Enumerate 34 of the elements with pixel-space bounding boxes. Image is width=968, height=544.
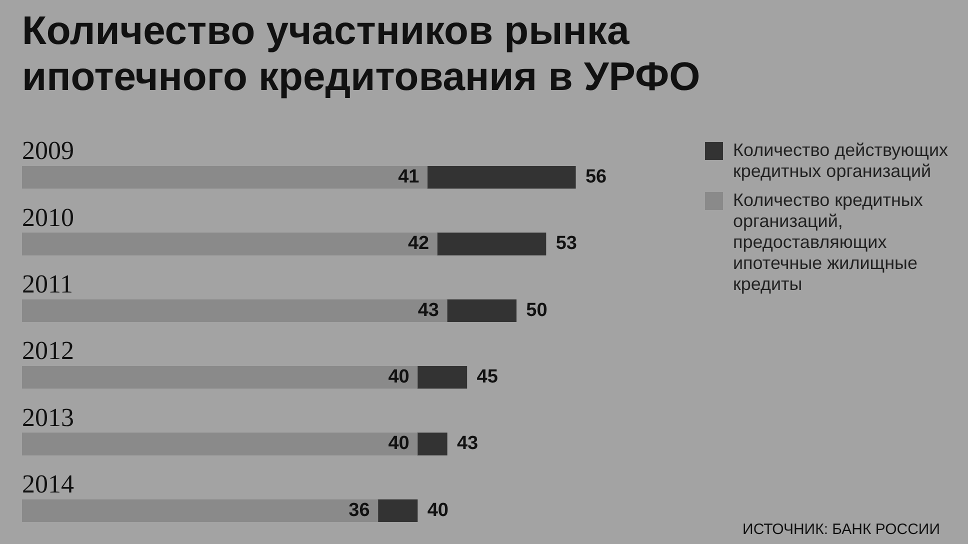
bar xyxy=(22,499,378,522)
data-label: 42 xyxy=(408,233,430,254)
total-label: 50 xyxy=(526,300,548,321)
bar xyxy=(417,366,468,389)
bar xyxy=(22,432,418,456)
data-label: 40 xyxy=(388,433,410,454)
y-tick-label: 2014 xyxy=(22,469,74,498)
bar xyxy=(22,366,418,389)
data-label: 41 xyxy=(398,166,420,188)
bar xyxy=(436,232,546,256)
total-label: 53 xyxy=(556,233,577,254)
text: ИСТОЧНИК: БАНК РОССИИ xyxy=(742,521,940,538)
bar xyxy=(417,432,448,456)
bar xyxy=(22,299,448,322)
chart-title: Количество участников рынка ипотечного кредитования в УРФО xyxy=(22,8,702,100)
data-label: 43 xyxy=(418,300,439,321)
bar xyxy=(22,232,438,256)
bar xyxy=(22,166,428,189)
legend-label: Количество действующих кредитных организаций xyxy=(733,140,950,182)
bar xyxy=(377,499,418,522)
data-label: 36 xyxy=(348,500,370,521)
data-label: 40 xyxy=(388,366,410,388)
y-tick-label: 2009 xyxy=(22,136,74,166)
y-tick-label: 2011 xyxy=(22,269,74,298)
total-label: 56 xyxy=(585,166,607,188)
bar xyxy=(446,299,516,322)
y-tick-label: 2013 xyxy=(22,402,74,432)
legend-label: Количество кредитных организаций, предоставляющих ипотечные жилищные кредиты xyxy=(733,190,924,295)
total-label: 40 xyxy=(427,500,448,521)
bar xyxy=(426,166,576,189)
total-label: 45 xyxy=(476,366,498,388)
y-tick-label: 2012 xyxy=(22,336,74,366)
total-label: 43 xyxy=(456,433,478,454)
y-tick-label: 2010 xyxy=(22,202,74,232)
